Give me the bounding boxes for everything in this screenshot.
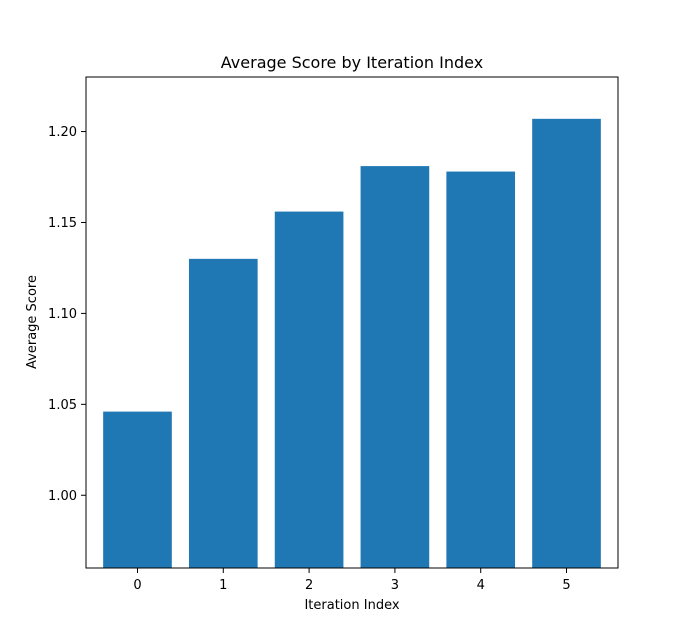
bar-3	[360, 166, 430, 568]
y-axis-ticks: 1.00 1.05 1.10 1.15 1.20	[48, 125, 86, 504]
x-tick-label: 5	[562, 578, 570, 593]
y-tick-label: 1.20	[48, 125, 77, 140]
x-axis-label: Iteration Index	[304, 598, 399, 613]
bar-1	[188, 258, 258, 568]
x-tick-label: 3	[391, 578, 399, 593]
chart-title: Average Score by Iteration Index	[221, 53, 483, 72]
plot-frame	[85, 76, 619, 569]
x-tick-label: 1	[219, 578, 227, 593]
y-tick-label: 1.00	[48, 489, 77, 504]
y-tick-label: 1.15	[48, 216, 77, 231]
x-axis-ticks: 0 1 2 3 4 5	[133, 568, 571, 593]
y-tick-label: 1.10	[48, 307, 77, 322]
y-axis-label: Average Score	[25, 275, 40, 369]
x-tick-label: 4	[477, 578, 485, 593]
bar-2	[274, 211, 344, 568]
bar-0	[103, 411, 172, 568]
y-tick-label: 1.05	[48, 398, 77, 413]
bars-layer	[103, 118, 601, 568]
x-tick-label: 0	[133, 578, 141, 593]
bar-4	[446, 171, 516, 568]
bar-5	[532, 118, 601, 568]
x-tick-label: 2	[305, 578, 313, 593]
